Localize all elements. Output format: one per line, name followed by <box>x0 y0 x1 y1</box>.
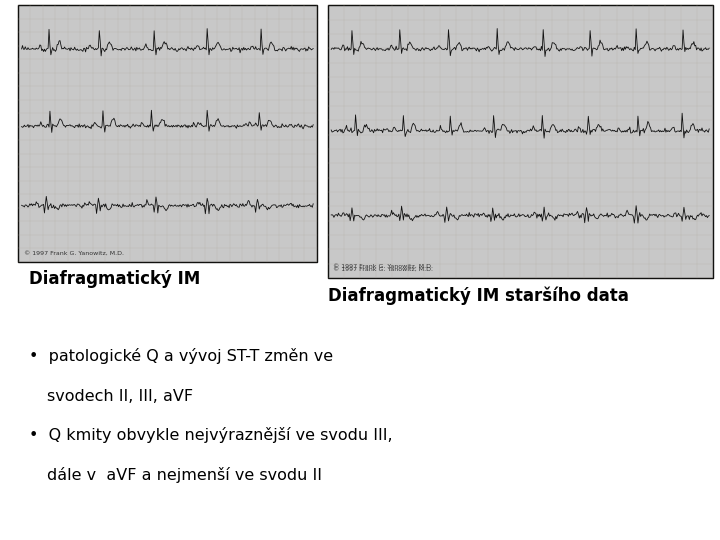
Text: dále v  aVF a nejmenší ve svodu II: dále v aVF a nejmenší ve svodu II <box>47 467 322 483</box>
Text: Diafragmatický IM staršího data: Diafragmatický IM staršího data <box>328 286 629 305</box>
Bar <box>18 5 317 262</box>
Text: Diafragmatický IM: Diafragmatický IM <box>29 270 200 288</box>
Text: svodech II, III, aVF: svodech II, III, aVF <box>47 389 193 404</box>
Text: © 1997 Frank G. Yanowitz, M.D.: © 1997 Frank G. Yanowitz, M.D. <box>24 251 124 255</box>
Text: © 1997 Frank G. Yanowitz, M.D.: © 1997 Frank G. Yanowitz, M.D. <box>333 267 433 272</box>
Bar <box>328 5 713 278</box>
Text: •  Q kmity obvykle nejvýraznější ve svodu III,: • Q kmity obvykle nejvýraznější ve svodu… <box>29 427 392 443</box>
Text: •  patologické Q a vývoj ST-T změn ve: • patologické Q a vývoj ST-T změn ve <box>29 348 333 364</box>
Text: © 1997 Frank G. Yanowitz, M.D.: © 1997 Frank G. Yanowitz, M.D. <box>333 264 433 268</box>
